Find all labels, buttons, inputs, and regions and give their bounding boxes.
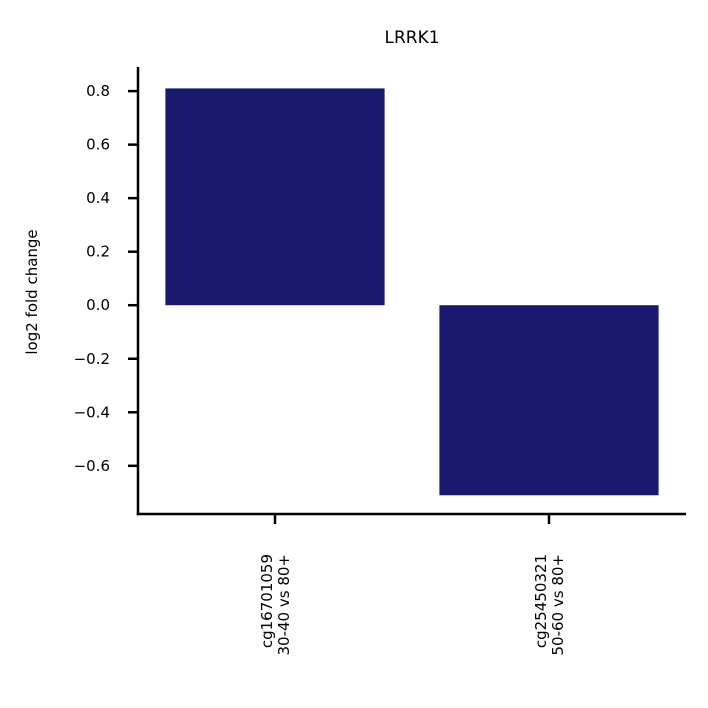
- x-tick-label-line: cg25450321: [532, 554, 550, 648]
- y-tick-label: 0.4: [86, 189, 110, 207]
- chart-title: LRRK1: [384, 28, 439, 48]
- x-ticks-group: cg1670105930-40 vs 80+ cg2545032150-60 vs…: [258, 514, 567, 655]
- bar-1: [439, 305, 659, 496]
- y-tick-label: 0.0: [86, 296, 110, 314]
- y-tick-label: 0.2: [86, 243, 110, 261]
- x-tick-label: cg2545032150-60 vs 80+: [532, 554, 567, 655]
- y-tick-label: 0.8: [86, 82, 110, 100]
- y-axis-label: log2 fold change: [23, 229, 41, 354]
- x-tick-label-line: 30-40 vs 80+: [275, 554, 293, 655]
- x-tick-label: cg1670105930-40 vs 80+: [258, 554, 293, 655]
- bars-group: [165, 88, 659, 496]
- y-tick-label: −0.6: [74, 457, 110, 475]
- y-tick-label: 0.6: [86, 136, 110, 154]
- x-tick-label-line: 50-60 vs 80+: [549, 554, 567, 655]
- y-tick-label: −0.2: [74, 350, 110, 368]
- y-ticks-group: 0.8 0.6 0.4 0.2 0.0 −0.2 −0.4 −0.6: [74, 82, 138, 475]
- bar-0: [165, 88, 385, 306]
- x-tick-label-line: cg16701059: [258, 554, 276, 648]
- y-tick-label: −0.4: [74, 403, 110, 421]
